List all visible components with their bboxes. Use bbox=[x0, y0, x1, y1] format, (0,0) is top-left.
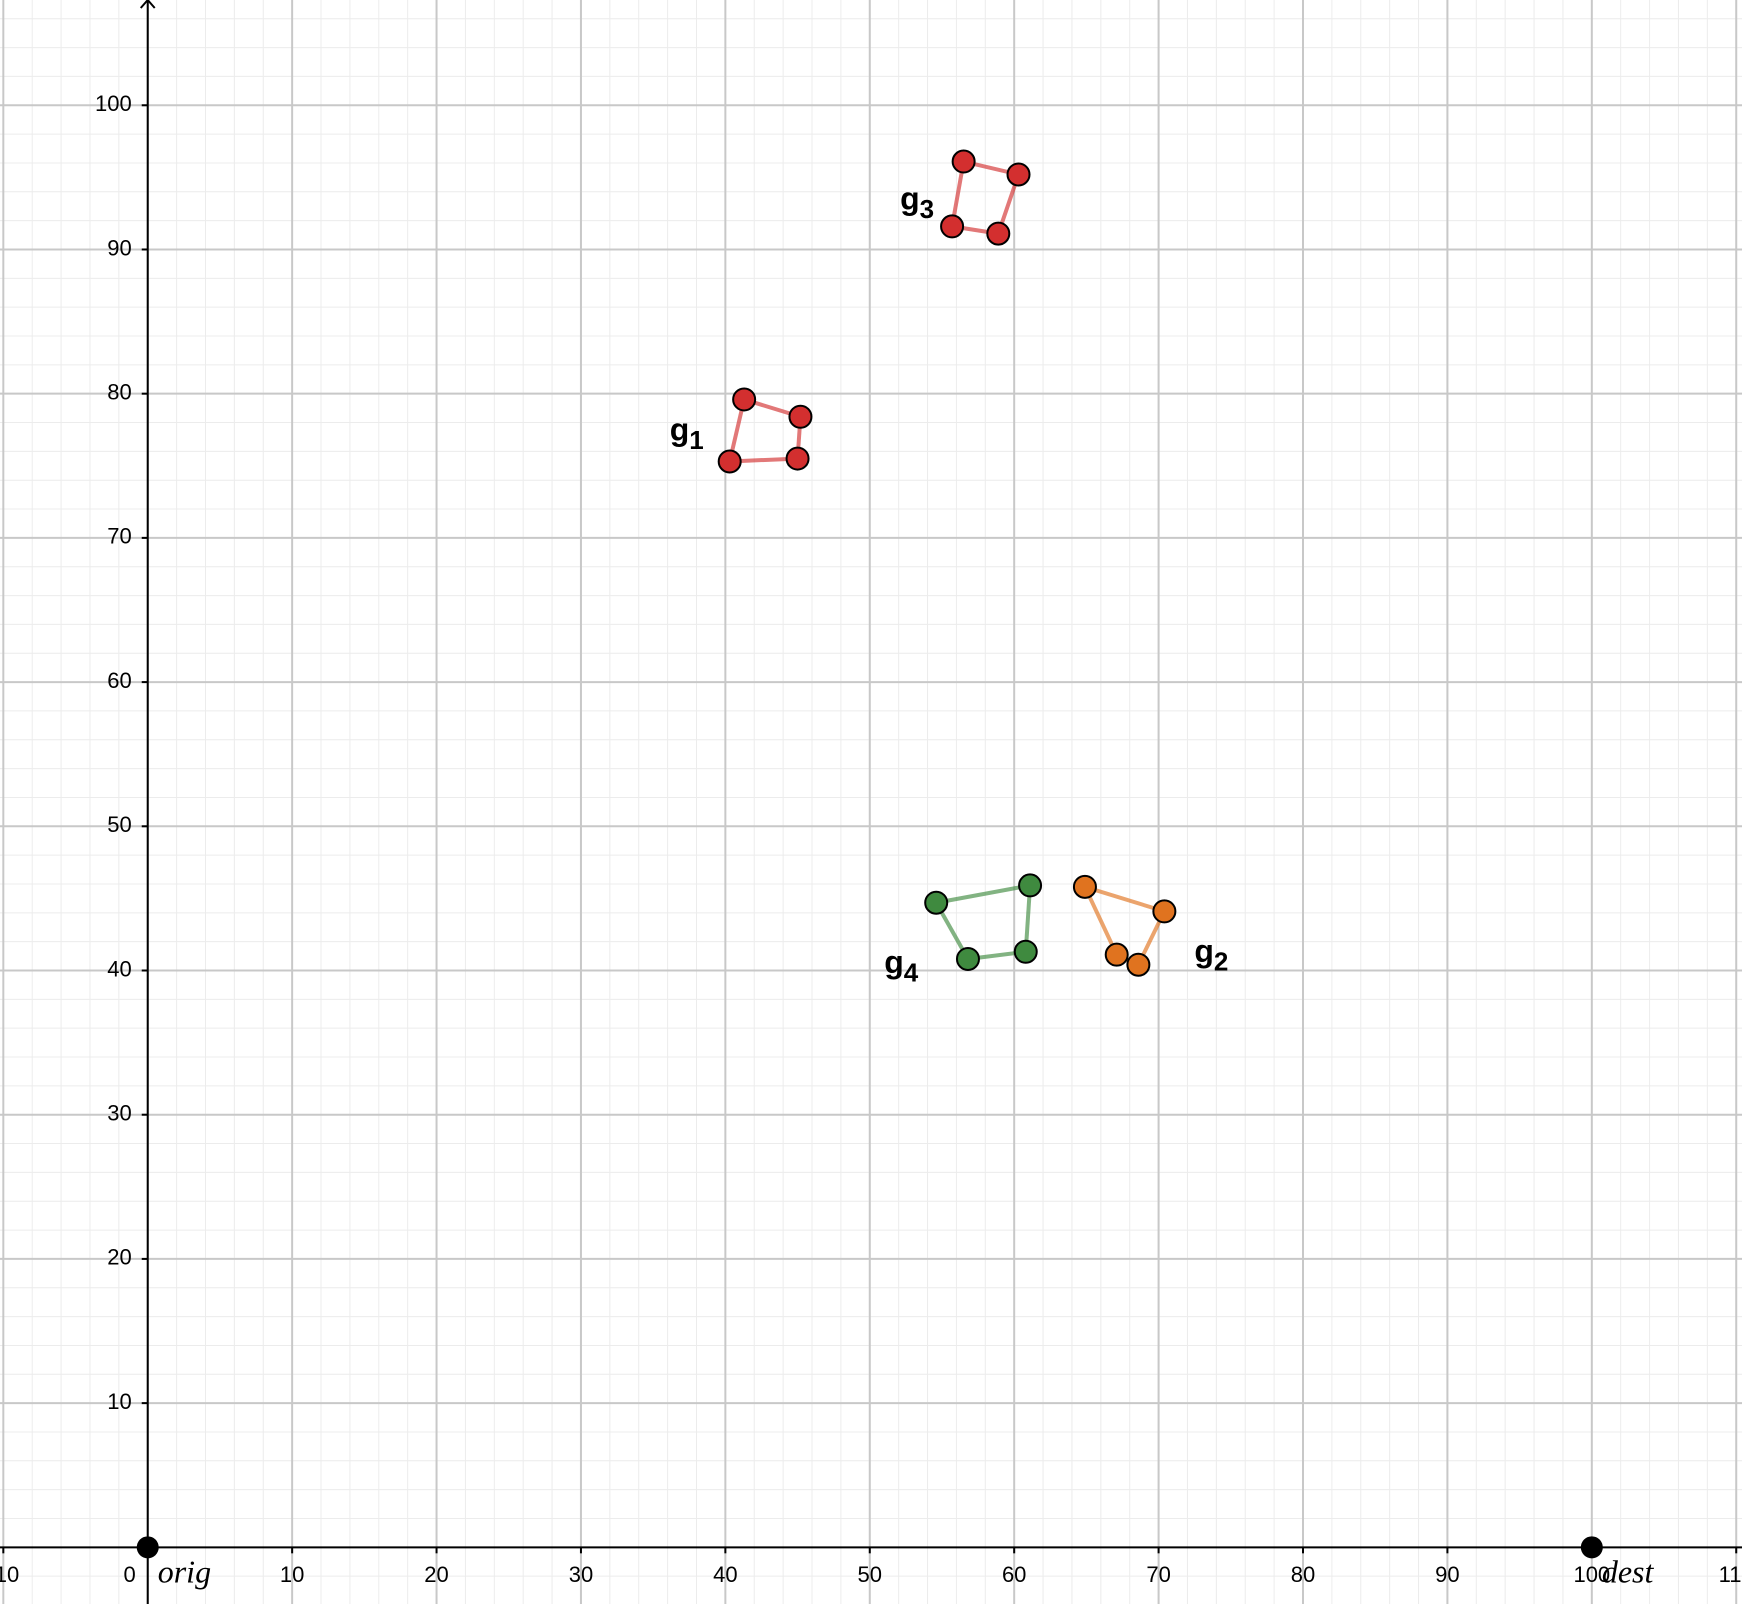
vertex bbox=[924, 890, 949, 915]
series-label: g3 bbox=[900, 180, 934, 223]
polygon-edge bbox=[1083, 886, 1119, 956]
vertex bbox=[951, 149, 976, 174]
vertex bbox=[1126, 952, 1151, 977]
polygon-edge bbox=[935, 883, 1031, 905]
y-tick-label: 30 bbox=[107, 1101, 131, 1126]
series-label: g4 bbox=[884, 944, 919, 987]
series-label-subscript: 1 bbox=[689, 425, 703, 455]
x-tick-label: 80 bbox=[1291, 1562, 1315, 1587]
x-tick-label: -10 bbox=[0, 1562, 19, 1587]
point-label: dest bbox=[1602, 1554, 1655, 1590]
y-tick-label: 60 bbox=[107, 668, 131, 693]
vertex bbox=[986, 221, 1011, 246]
series-label-subscript: 3 bbox=[920, 194, 934, 224]
point bbox=[136, 1536, 159, 1559]
series-label: g1 bbox=[670, 412, 704, 455]
y-tick-label: 50 bbox=[107, 812, 131, 837]
vertex bbox=[1152, 899, 1177, 924]
x-tick-label: 10 bbox=[280, 1562, 304, 1587]
polygon-edge bbox=[1084, 884, 1165, 914]
y-tick-label: 80 bbox=[107, 379, 131, 404]
x-tick-label: 110 bbox=[1719, 1562, 1742, 1587]
x-tick-label: 50 bbox=[858, 1562, 882, 1587]
y-tick-label: 40 bbox=[107, 956, 131, 981]
x-tick-label: 30 bbox=[569, 1562, 593, 1587]
x-tick-label: 90 bbox=[1435, 1562, 1459, 1587]
vertex bbox=[1013, 939, 1038, 964]
x-tick-label: 0 bbox=[123, 1562, 135, 1587]
x-tick-label: 40 bbox=[713, 1562, 737, 1587]
x-tick-label: 60 bbox=[1002, 1562, 1026, 1587]
y-axis-arrow bbox=[139, 0, 156, 9]
series-label-subscript: 4 bbox=[904, 958, 919, 988]
x-tick-label: 70 bbox=[1146, 1562, 1170, 1587]
vertex bbox=[717, 449, 742, 474]
y-tick-label: 20 bbox=[107, 1245, 131, 1270]
vertex bbox=[1006, 162, 1031, 187]
vertex bbox=[732, 387, 757, 412]
y-tick-label: 10 bbox=[107, 1389, 131, 1414]
vertex bbox=[1018, 873, 1043, 898]
vertex bbox=[1072, 874, 1097, 899]
point bbox=[1580, 1536, 1603, 1559]
x-tick-label: 20 bbox=[424, 1562, 448, 1587]
point-label: orig bbox=[158, 1554, 211, 1590]
vertex bbox=[785, 446, 810, 471]
y-tick-label: 70 bbox=[107, 524, 131, 549]
vertex bbox=[788, 404, 813, 429]
vertex bbox=[1104, 942, 1129, 967]
series-label-subscript: 2 bbox=[1214, 946, 1228, 976]
vertex bbox=[955, 946, 980, 971]
y-tick-label: 90 bbox=[107, 235, 131, 260]
x-tick-label: 100 bbox=[1573, 1562, 1610, 1587]
y-tick-label: 100 bbox=[95, 91, 132, 116]
vertex bbox=[940, 214, 965, 239]
